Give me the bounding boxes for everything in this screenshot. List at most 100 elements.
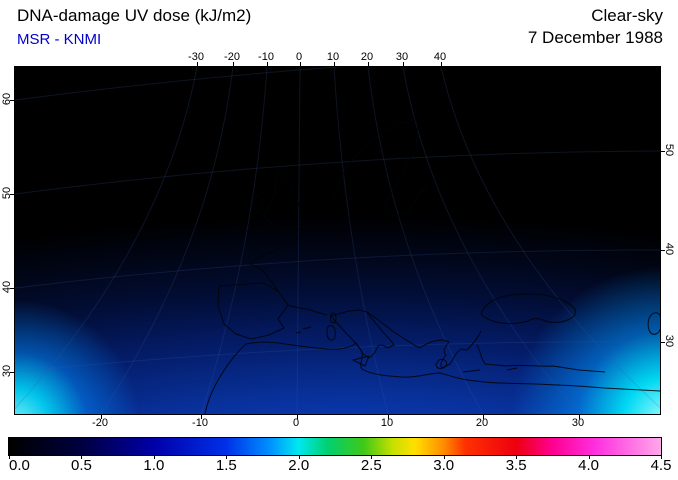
colorbar-tick — [9, 455, 10, 459]
coastline-path — [466, 330, 606, 373]
colorbar-tick — [298, 455, 300, 459]
colorbar-tick-label: 4.0 — [578, 457, 599, 474]
axis-tick — [233, 62, 234, 66]
coastline-path — [435, 358, 447, 369]
colorbar-tick — [443, 455, 445, 459]
colorbar-tick-label: 1.0 — [143, 457, 165, 474]
colorbar-tick — [371, 455, 373, 459]
axis-tick — [197, 62, 198, 66]
map-overlay — [15, 67, 660, 414]
lon-tick-top: 40 — [433, 51, 447, 63]
axis-tick — [10, 288, 14, 289]
lat-tick-right: 30 — [663, 334, 675, 348]
coastline-path — [419, 339, 468, 369]
lat-tick-left: 40 — [1, 280, 13, 294]
axis-tick — [297, 415, 298, 419]
axis-tick — [201, 415, 202, 419]
lat-tick-left: 60 — [1, 92, 13, 106]
map-panel — [10, 62, 665, 419]
coastline-path — [344, 217, 354, 229]
colorbar-tick-label: 0.5 — [70, 457, 92, 474]
axis-tick — [483, 415, 484, 419]
colorbar-tick-label: 4.5 — [650, 457, 672, 474]
colorbar-tick-label: 3.5 — [505, 457, 527, 474]
graticule-line — [367, 67, 484, 414]
lat-tick-right: 50 — [663, 143, 675, 157]
coastline-path — [329, 312, 337, 324]
lon-tick-top: -20 — [224, 51, 240, 63]
axis-tick — [10, 372, 14, 373]
axis-tick — [388, 415, 389, 419]
lon-tick-bottom: 20 — [475, 417, 489, 429]
lon-tick-top: 30 — [395, 51, 409, 63]
axis-tick — [101, 415, 102, 419]
graticule-line — [200, 67, 268, 414]
coastline-path — [366, 311, 421, 349]
coastline-path — [295, 326, 312, 334]
lat-tick-right: 40 — [663, 242, 675, 256]
colorbar-tick — [588, 455, 590, 459]
axis-tick — [300, 62, 301, 66]
lon-tick-bottom: 0 — [292, 417, 300, 429]
coastlines — [204, 119, 660, 414]
graticule-line — [440, 67, 660, 409]
uv-dose-field — [15, 67, 660, 414]
lon-tick-bottom: -20 — [92, 417, 108, 429]
coastline-path — [480, 293, 576, 324]
axis-tick — [267, 62, 268, 66]
axis-tick — [403, 62, 404, 66]
axis-tick — [661, 250, 665, 251]
colorbar-tick — [81, 455, 83, 459]
lon-tick-bottom: -10 — [192, 417, 208, 429]
graticule — [15, 67, 660, 414]
axis-tick — [10, 194, 14, 195]
colorbar-tick — [226, 455, 228, 459]
coastline-path — [506, 367, 518, 371]
lon-tick-top: 0 — [295, 51, 303, 63]
graticule-line — [15, 341, 660, 373]
coastline-path — [245, 341, 660, 392]
colorbar-tick — [153, 455, 155, 459]
lon-tick-top: 20 — [360, 51, 374, 63]
lon-tick-top: -30 — [188, 51, 204, 63]
graticule-line — [15, 67, 198, 410]
graticule-line — [402, 67, 580, 414]
graticule-line — [333, 67, 389, 414]
lat-tick-left: 30 — [1, 364, 13, 378]
coastline-path — [249, 237, 309, 292]
axis-tick — [661, 342, 665, 343]
graticule-line — [296, 67, 301, 414]
axis-tick — [579, 415, 580, 419]
coastline-path — [217, 282, 289, 340]
coastline-path — [352, 355, 370, 367]
colorbar-tick-label: 1.5 — [215, 457, 237, 474]
colorbar-tick — [516, 455, 518, 459]
axis-tick — [441, 62, 442, 66]
coastline-path — [326, 325, 336, 341]
colorbar-tick-label: 3.0 — [433, 457, 455, 474]
graticule-line — [15, 249, 660, 289]
colorbar — [8, 437, 662, 456]
coastline-path — [263, 170, 302, 232]
source-label: MSR - KNMI — [17, 31, 102, 48]
coastline-path — [330, 309, 395, 359]
coastline-path — [287, 304, 328, 316]
coastline-path — [331, 119, 448, 217]
lon-tick-top: 10 — [326, 51, 340, 63]
lon-tick-bottom: 10 — [380, 417, 394, 429]
lon-tick-bottom: 30 — [571, 417, 585, 429]
graticule-line — [15, 150, 660, 195]
coastline-path — [647, 312, 660, 335]
colorbar-tick-label: 0.0 — [9, 457, 30, 474]
lat-tick-left: 50 — [1, 186, 13, 200]
coastline-path — [245, 194, 264, 215]
condition-label: Clear-sky — [591, 6, 663, 25]
axis-tick — [368, 62, 369, 66]
colorbar-gradient — [9, 438, 661, 455]
colorbar-ticks — [9, 455, 662, 459]
graticule-line — [100, 67, 234, 414]
colorbar-tick-label: 2.5 — [360, 457, 382, 474]
axis-tick — [661, 151, 665, 152]
colorbar-labels: 0.0 0.5 1.0 1.5 2.0 2.5 3.0 3.5 4.0 4.5 — [9, 457, 671, 475]
page-title: DNA-damage UV dose (kJ/m2) — [17, 6, 252, 25]
